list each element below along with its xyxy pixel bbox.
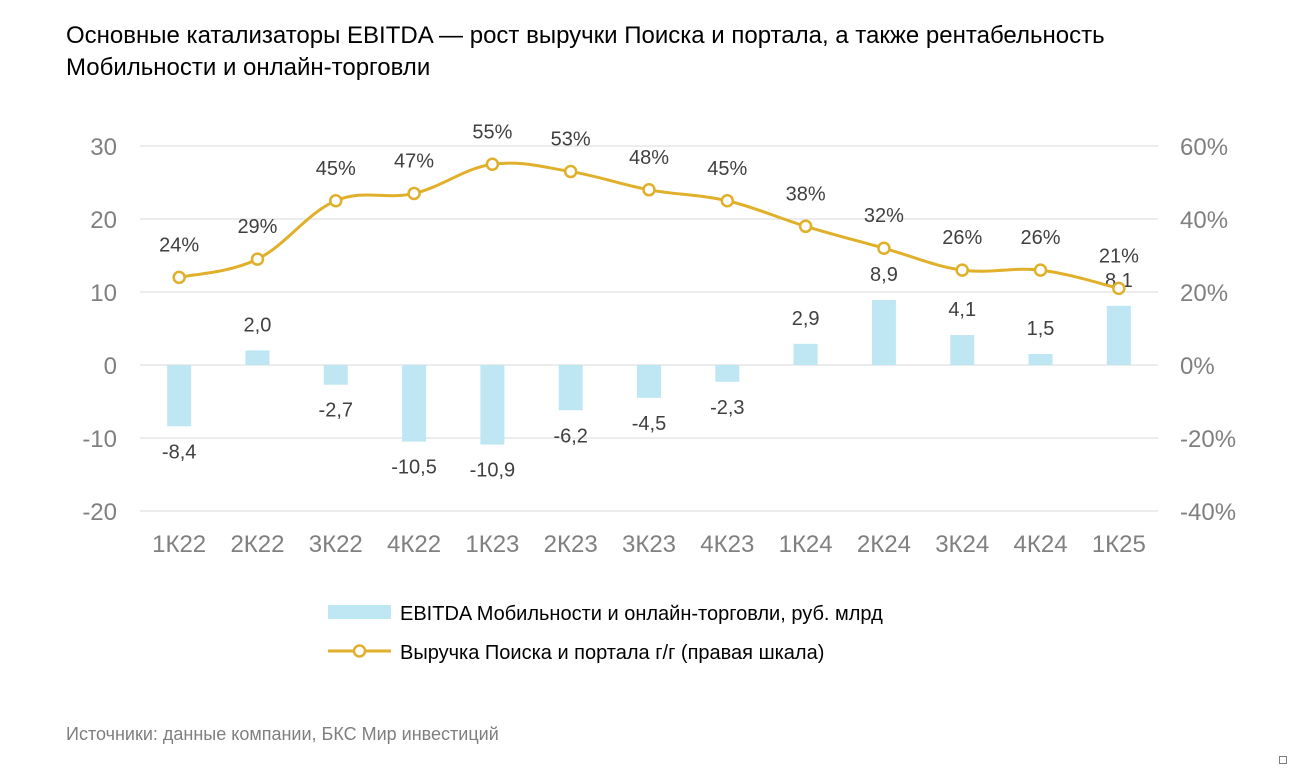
bar: [950, 335, 975, 365]
line-data-label: 47%: [394, 150, 434, 172]
x-tick-label: 3К24: [935, 531, 989, 558]
source-note: Источники: данные компании, БКС Мир инве…: [66, 724, 499, 744]
line-point: [642, 183, 656, 197]
line-point: [720, 194, 735, 208]
bar-data-label: -10,5: [391, 457, 437, 479]
legend-bar-swatch: [328, 605, 391, 619]
line-point: [329, 194, 343, 208]
bar-data-label: -4,5: [632, 413, 666, 435]
x-tick-label: 4К24: [1014, 531, 1068, 558]
line-point: [250, 252, 265, 266]
left-tick-label: -20: [82, 499, 117, 526]
bar: [871, 300, 896, 365]
x-tick-label: 1К25: [1092, 531, 1146, 558]
line-series: 24% 29% 45% 47% 55% 53% 48% 45% 38% 32% 26% 26% 21%: [159, 121, 1139, 296]
right-tick-label: -20%: [1180, 426, 1236, 453]
line-point: [172, 270, 186, 285]
x-axis: 1К22 2К22 3К22 4К22 1К23 2К23 3К23 4К23 1К24 2К24…: [152, 531, 1146, 558]
bar: [637, 365, 661, 398]
line-point: [798, 219, 813, 234]
line-data-label: 38%: [786, 183, 826, 205]
line-point: [1112, 281, 1126, 296]
x-tick-label: 3К22: [309, 531, 363, 558]
bar-data-label: -10,9: [470, 460, 516, 482]
bar-data-label: -2,3: [710, 397, 744, 419]
line-data-label: 29%: [237, 216, 277, 238]
bar-data-label: -8,4: [162, 441, 196, 463]
line-point: [877, 241, 891, 255]
legend: EBITDA Мобильности и онлайн-торговли, ру…: [328, 603, 883, 664]
line-data-label: 53%: [551, 129, 591, 151]
x-tick-label: 1К23: [465, 531, 519, 558]
bar-data-label: 8,9: [870, 264, 898, 286]
right-tick-label: -40%: [1180, 499, 1236, 526]
bar: [793, 343, 818, 365]
right-tick-label: 40%: [1180, 207, 1228, 234]
legend-bar-label: EBITDA Мобильности и онлайн-торговли, ру…: [400, 603, 883, 625]
bar: [245, 350, 270, 365]
chart-title: Основные катализаторы EBITDA — рост выру…: [66, 22, 1105, 81]
line-data-label: 26%: [1021, 227, 1061, 249]
line-point: [563, 164, 578, 179]
bar-data-label: -6,2: [553, 425, 587, 447]
line-data-label: 48%: [629, 147, 669, 169]
x-tick-label: 1К22: [152, 531, 206, 558]
left-tick-label: 0: [104, 353, 117, 380]
gridlines: [140, 145, 1158, 512]
bar: [402, 365, 427, 442]
left-axis: 30 20 10 0 -10 -20: [82, 134, 117, 526]
right-tick-label: 60%: [1180, 134, 1228, 161]
left-tick-label: 20: [90, 207, 117, 234]
left-tick-label: 30: [90, 134, 117, 161]
bar-data-label: 2,9: [792, 308, 820, 330]
legend-line-label: Выручка Поиска и портала г/г (правая шка…: [400, 642, 824, 664]
x-tick-label: 1К24: [779, 531, 833, 558]
right-axis: 60% 40% 20% 0% -20% -40%: [1180, 134, 1236, 526]
left-tick-label: 10: [90, 280, 117, 307]
corner-marker: [1279, 756, 1287, 764]
bar: [480, 365, 505, 445]
bar-data-label: -2,7: [319, 400, 353, 422]
bar: [1028, 354, 1053, 365]
line-data-label: 32%: [864, 205, 904, 227]
right-tick-label: 20%: [1180, 280, 1228, 307]
bar-data-label: 1,5: [1027, 318, 1055, 340]
line-data-label: 45%: [316, 158, 356, 180]
right-tick-label: 0%: [1180, 353, 1215, 380]
legend-line-marker: [352, 644, 367, 658]
bar: [167, 365, 192, 427]
line-point: [485, 157, 500, 171]
line-point: [407, 186, 421, 201]
x-tick-label: 2К23: [544, 531, 598, 558]
x-tick-label: 2К24: [857, 531, 911, 558]
line-path: [178, 161, 1120, 290]
left-tick-label: -10: [82, 426, 117, 453]
bar: [1106, 305, 1131, 365]
bar-series: -8,4 2,0 -2,7 -10,5 -10,9 -6,2 -4,5 -2,3 2,9 8,9 4…: [162, 264, 1133, 482]
line-point: [955, 263, 969, 277]
x-tick-label: 2К22: [230, 531, 284, 558]
line-point: [1033, 263, 1048, 277]
bar: [323, 365, 348, 385]
bar: [558, 365, 583, 411]
bar-data-label: 2,0: [244, 314, 272, 336]
line-data-label: 45%: [707, 158, 747, 180]
line-data-label: 55%: [472, 121, 512, 143]
x-tick-label: 4К23: [700, 531, 754, 558]
x-tick-label: 4К22: [387, 531, 441, 558]
bar-data-label: 4,1: [948, 299, 976, 321]
x-tick-label: 3К23: [622, 531, 676, 558]
line-data-label: 26%: [942, 227, 982, 249]
line-data-label: 21%: [1099, 245, 1139, 267]
bar: [715, 365, 740, 382]
line-data-label: 24%: [159, 234, 199, 256]
